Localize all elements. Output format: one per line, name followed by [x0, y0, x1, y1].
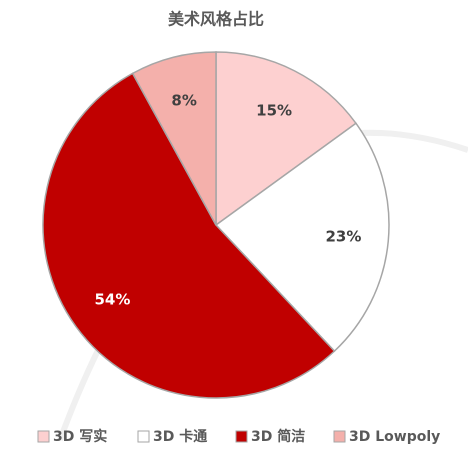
- pie-slice: [131, 51, 217, 226]
- legend-swatch: [37, 430, 50, 443]
- legend-swatch: [333, 430, 346, 443]
- data-label: 54%: [94, 291, 130, 309]
- data-label: 23%: [325, 228, 361, 246]
- pie-slice: [42, 72, 336, 399]
- pie-slice: [214, 122, 390, 353]
- data-label: 8%: [171, 92, 196, 110]
- chart-title: 美术风格占比: [168, 10, 264, 29]
- legend: 3D 写实 3D 卡通 3D 简洁 3D Lowpoly: [37, 428, 440, 445]
- legend-swatch: [235, 430, 248, 443]
- data-label: 15%: [256, 101, 292, 119]
- legend-label: 3D 写实: [53, 428, 107, 445]
- legend-label: 3D 简洁: [251, 428, 305, 445]
- pie-slice: [215, 51, 358, 227]
- legend-label: 3D 卡通: [153, 428, 207, 445]
- pie: 15% 23% 54% 8%: [42, 51, 390, 399]
- legend-swatch: [137, 430, 150, 443]
- legend-label: 3D Lowpoly: [349, 429, 440, 445]
